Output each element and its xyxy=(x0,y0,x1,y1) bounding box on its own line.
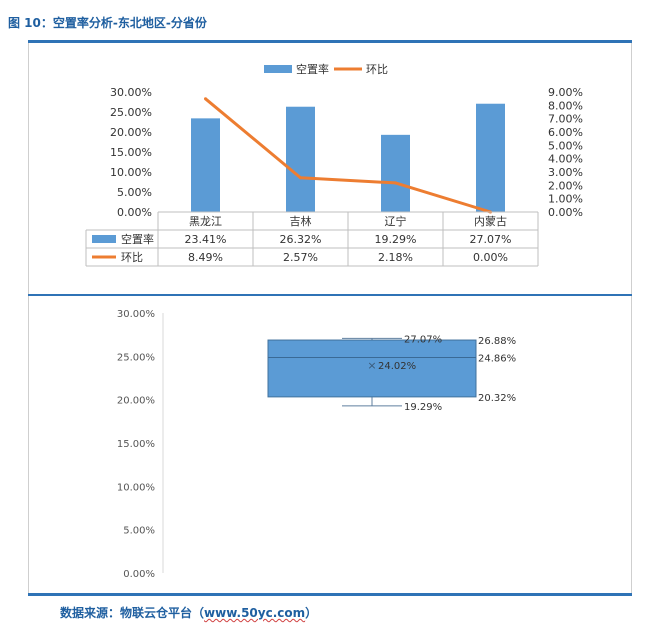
right-axis-ticks: 0.00%1.00%2.00%3.00%4.00%5.00%6.00%7.00%… xyxy=(548,86,583,219)
right-tick-label: 8.00% xyxy=(548,99,583,112)
source-note: 数据来源：物联云仓平台（www.50yc.com） xyxy=(60,604,317,621)
right-tick-label: 4.00% xyxy=(548,153,583,166)
frame-left xyxy=(28,43,29,594)
bar xyxy=(191,118,220,212)
left-axis-ticks: 0.00% 5.00% 10.00% 15.00% 20.00% 25.00% 30.00% xyxy=(110,86,152,219)
box-tick-label: 10.00% xyxy=(117,482,155,493)
legend-bar-label: 空置率 xyxy=(296,62,329,76)
label-mean: 24.02% xyxy=(378,361,416,372)
legend: 空置率 环比 xyxy=(264,62,388,76)
table-bar-swatch xyxy=(92,235,116,243)
box-axis-ticks: 0.00% 5.00% 10.00% 15.00% 20.00% 25.00% 30.00% xyxy=(117,309,164,580)
line-series xyxy=(204,97,492,214)
source-suffix: ） xyxy=(305,606,318,620)
frame-right xyxy=(631,43,632,594)
left-tick-label: 30.00% xyxy=(110,86,152,99)
box-tick-label: 30.00% xyxy=(117,309,155,320)
table-bar-value: 23.41% xyxy=(185,233,227,246)
series-line xyxy=(204,97,491,214)
bar-series xyxy=(191,103,505,212)
label-min: 19.29% xyxy=(404,402,442,413)
box-tick-label: 15.00% xyxy=(117,439,155,450)
left-tick-label: 5.00% xyxy=(117,186,152,199)
table-bar-value: 26.32% xyxy=(280,233,322,246)
category-label: 吉林 xyxy=(290,214,312,228)
table-line-value: 2.57% xyxy=(283,251,318,264)
box-tick-label: 5.00% xyxy=(123,526,155,537)
label-median: 24.86% xyxy=(478,354,516,365)
legend-line-label: 环比 xyxy=(366,63,388,76)
bottom-rule xyxy=(28,593,632,596)
box-tick-label: 0.00% xyxy=(123,569,155,580)
category-label: 辽宁 xyxy=(385,214,407,228)
box-tick-label: 20.00% xyxy=(117,396,155,407)
right-tick-label: 5.00% xyxy=(548,139,583,152)
legend-bar-swatch xyxy=(264,65,292,73)
table-bar-value: 19.29% xyxy=(375,233,417,246)
box-body xyxy=(267,339,477,398)
table-line-value: 2.18% xyxy=(378,251,413,264)
right-tick-label: 0.00% xyxy=(548,206,583,219)
category-label: 内蒙古 xyxy=(474,214,507,228)
source-prefix: 数据来源：物联云仓平台（ xyxy=(60,606,205,620)
table-bar-label: 空置率 xyxy=(121,232,154,246)
label-max: 27.07% xyxy=(404,334,442,345)
right-tick-label: 9.00% xyxy=(548,86,583,99)
box-tick-label: 25.00% xyxy=(117,352,155,363)
source-url[interactable]: www.50yc.com xyxy=(204,606,306,620)
table-bar-value: 27.07% xyxy=(470,233,512,246)
label-q1: 20.32% xyxy=(478,393,516,404)
bar xyxy=(381,134,410,212)
table-line-value: 0.00% xyxy=(473,251,508,264)
right-tick-label: 6.00% xyxy=(548,126,583,139)
figure-title: 图 10：空置率分析-东北地区-分省份 xyxy=(8,16,207,30)
line-point xyxy=(204,97,207,101)
mean-marker: × xyxy=(367,359,376,372)
bar xyxy=(476,103,505,212)
box-plot: × 27.07% 26.88% 24.86% 24.02% 20.32% 19.29% xyxy=(267,334,516,413)
left-tick-label: 25.00% xyxy=(110,106,152,119)
right-tick-label: 2.00% xyxy=(548,179,583,192)
label-q3: 26.88% xyxy=(478,336,516,347)
left-tick-label: 20.00% xyxy=(110,126,152,139)
table-line-value: 8.49% xyxy=(188,251,223,264)
line-point xyxy=(394,181,397,185)
right-tick-label: 1.00% xyxy=(548,193,583,206)
left-tick-label: 0.00% xyxy=(117,206,152,219)
bar xyxy=(286,106,315,212)
table-line-label: 环比 xyxy=(121,251,143,264)
line-point xyxy=(299,176,302,180)
category-label: 黑龙江 xyxy=(189,215,222,228)
middle-rule xyxy=(28,294,632,296)
top-rule xyxy=(28,40,632,43)
left-tick-label: 10.00% xyxy=(110,166,152,179)
right-tick-label: 3.00% xyxy=(548,166,583,179)
left-tick-label: 15.00% xyxy=(110,146,152,159)
right-tick-label: 7.00% xyxy=(548,113,583,126)
